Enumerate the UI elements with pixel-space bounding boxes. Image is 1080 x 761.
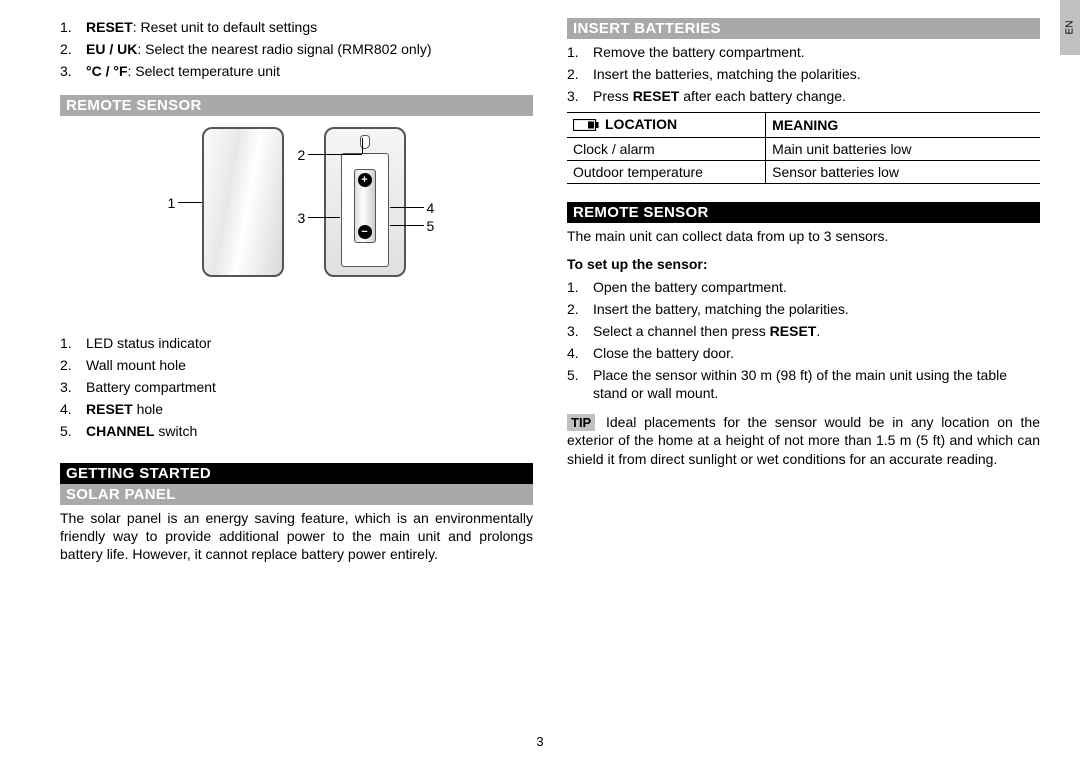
callout-line [178,202,202,203]
callout-3: 3 [298,210,306,226]
tip-text: Ideal placements for the sensor would be… [567,414,1040,467]
list-item: 3.Press RESET after each battery change. [567,87,1040,105]
getting-started-heading: GETTING STARTED [60,463,533,484]
table-cell: Clock / alarm [567,137,766,160]
solar-panel-text: The solar panel is an energy saving feat… [60,509,533,564]
setup-label: To set up the sensor: [567,256,708,272]
left-column: 1.RESET: Reset unit to default settings … [60,18,533,738]
callout-line [362,138,363,154]
table-cell: Sensor batteries low [766,160,1040,183]
setup-steps-list: 1.Open the battery compartment. 2.Insert… [567,278,1040,403]
table-header: LOCATION [567,112,766,137]
remote-sensor-heading-right: REMOTE SENSOR [567,202,1040,223]
sensor-front-illustration [202,127,284,277]
callout-2: 2 [298,147,306,163]
tip-label: TIP [567,414,595,431]
sensor-intro: The main unit can collect data from up t… [567,227,1040,245]
battery-location-table: LOCATION MEANING Clock / alarm Main unit… [567,112,1040,184]
insert-batteries-heading: INSERT BATTERIES [567,18,1040,39]
list-item: 3.Select a channel then press RESET. [567,322,1040,340]
list-item: 3.°C / °F: Select temperature unit [60,62,533,80]
table-row: Outdoor temperature Sensor batteries low [567,160,1040,183]
list-item: 2.Insert the batteries, matching the pol… [567,65,1040,83]
top-reset-list: 1.RESET: Reset unit to default settings … [60,18,533,81]
list-item: 2.Wall mount hole [60,356,533,374]
list-item: 1.Open the battery compartment. [567,278,1040,296]
list-item: 2.EU / UK: Select the nearest radio sign… [60,40,533,58]
table-cell: Main unit batteries low [766,137,1040,160]
battery-low-icon [573,118,599,134]
sensor-parts-list: 1.LED status indicator 2.Wall mount hole… [60,334,533,441]
list-item: 2.Insert the battery, matching the polar… [567,300,1040,318]
language-tab-text: EN [1065,21,1076,35]
right-column: INSERT BATTERIES 1.Remove the battery co… [567,18,1040,738]
table-row: Clock / alarm Main unit batteries low [567,137,1040,160]
insert-batteries-list: 1.Remove the battery compartment. 2.Inse… [567,43,1040,106]
remote-sensor-heading: REMOTE SENSOR [60,95,533,116]
list-item: 4.RESET hole [60,400,533,418]
page: 1.RESET: Reset unit to default settings … [0,0,1080,738]
sensor-back-illustration: + − [324,127,406,277]
callout-line [390,207,424,208]
table-header-row: LOCATION MEANING [567,112,1040,137]
sensor-diagram: + − 1 2 3 4 5 [122,122,472,332]
callout-line [308,217,340,218]
solar-panel-heading: SOLAR PANEL [60,484,533,505]
table-cell: Outdoor temperature [567,160,766,183]
list-item: 1.Remove the battery compartment. [567,43,1040,61]
list-item: 1.LED status indicator [60,334,533,352]
page-number: 3 [0,734,1080,749]
polarity-minus-icon: − [358,225,372,239]
callout-1: 1 [168,195,176,211]
callout-4: 4 [427,200,435,216]
table-header: MEANING [766,112,1040,137]
callout-5: 5 [427,218,435,234]
tip-paragraph: TIP Ideal placements for the sensor woul… [567,413,1040,468]
list-item: 5.CHANNEL switch [60,422,533,440]
callout-line [390,225,424,226]
list-item: 3.Battery compartment [60,378,533,396]
callout-line [308,154,362,155]
language-tab: EN [1060,0,1080,55]
list-item: 4.Close the battery door. [567,344,1040,362]
list-item: 1.RESET: Reset unit to default settings [60,18,533,36]
polarity-plus-icon: + [358,173,372,187]
list-item: 5.Place the sensor within 30 m (98 ft) o… [567,366,1040,402]
